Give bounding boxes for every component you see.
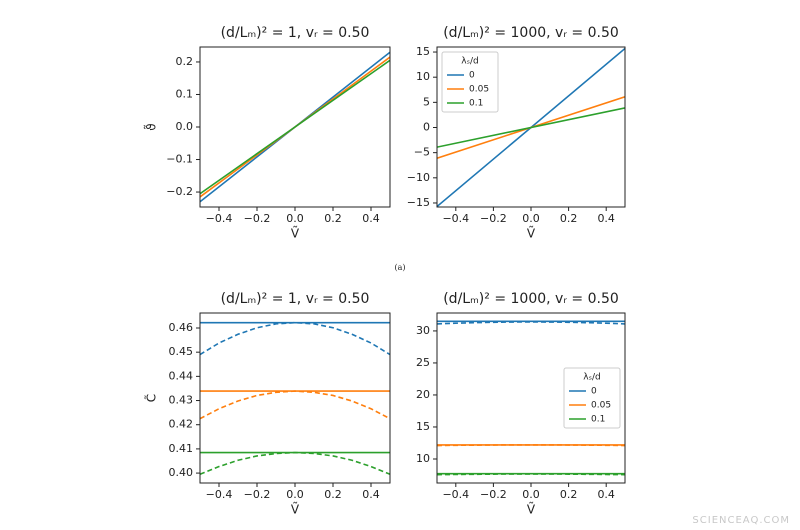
legend-box: [441, 51, 499, 113]
y-tick-label: 0.1: [176, 87, 194, 100]
subplot: (d/Lₘ)² = 1000, vᵣ = 0.50 −0.4 −0.2 0.0 0.2 0…: [407, 25, 626, 241]
subplot-title: (d/Lₘ)² = 1, vᵣ = 0.50: [221, 25, 370, 41]
x-tick-label: 0.0: [522, 212, 540, 225]
x-axis-label: Ṽ: [527, 502, 536, 517]
y-tick-label: 0.40: [169, 466, 194, 479]
x-tick-label: −0.4: [442, 212, 469, 225]
y-tick-label: 5: [423, 95, 430, 108]
x-tick-label: −0.4: [206, 212, 233, 225]
axes-frame: [436, 312, 626, 484]
x-axis-label: Ṽ: [291, 226, 300, 241]
y-tick-label: 0.42: [169, 418, 194, 431]
y-tick-label: 0.44: [169, 369, 194, 382]
x-tick-label: −0.2: [480, 488, 507, 501]
legend-label: 0.1: [469, 99, 483, 109]
y-tick-label: 0.45: [169, 345, 194, 358]
x-tick-label: 0.2: [560, 212, 578, 225]
x-tick-label: −0.2: [244, 212, 271, 225]
series-line: [437, 107, 625, 148]
y-tick-label: 0.46: [169, 321, 194, 334]
x-tick-label: 0.4: [362, 212, 380, 225]
x-tick-label: −0.2: [244, 488, 271, 501]
y-tick-label: 10: [416, 70, 430, 83]
y-tick-label: 0.0: [176, 120, 194, 133]
series-line: [200, 321, 390, 356]
x-tick-label: 0.2: [324, 212, 342, 225]
legend-title: λₛ/d: [461, 57, 478, 67]
y-axis-label: C̃: [144, 394, 158, 402]
axes-frame: [436, 46, 626, 208]
legend-box: [563, 367, 621, 429]
y-tick-label: 15: [416, 420, 430, 433]
y-tick-label: 0.2: [176, 55, 194, 68]
y-tick-label: −5: [414, 146, 430, 159]
legend-label: 0: [591, 387, 597, 397]
subplot: (d/Lₘ)² = 1, vᵣ = 0.50−0.4 −0.2 0.0 0.2 0.40…: [144, 291, 391, 517]
legend-label: 0.05: [469, 85, 489, 95]
y-tick-label: 0.43: [169, 394, 194, 407]
series-line: [200, 59, 390, 195]
legend-label: 0.1: [591, 415, 605, 425]
x-tick-label: 0.4: [362, 488, 380, 501]
y-tick-label: 30: [416, 324, 430, 337]
y-tick-label: −0.2: [166, 185, 193, 198]
x-tick-label: −0.2: [480, 212, 507, 225]
x-tick-label: 0.4: [597, 488, 615, 501]
subplot-title: (d/Lₘ)² = 1, vᵣ = 0.50: [221, 291, 370, 307]
x-tick-label: −0.4: [442, 488, 469, 501]
series-line: [437, 473, 625, 476]
legend-title: λₛ/d: [583, 373, 600, 383]
x-tick-label: 0.2: [324, 488, 342, 501]
y-tick-label: −0.1: [166, 153, 193, 166]
subplot: (d/Lₘ)² = 1000, vᵣ = 0.50 −0.4 −0.2 0.0 0.2 0…: [416, 291, 626, 517]
y-tick-label: 0: [423, 121, 430, 134]
x-tick-label: 0.0: [522, 488, 540, 501]
y-tick-label: 10: [416, 452, 430, 465]
x-tick-label: 0.2: [560, 488, 578, 501]
subplot: (d/Lₘ)² = 1, vᵣ = 0.50 −0.4 −0.2 0.0 0.2 0.4 −…: [143, 25, 391, 241]
y-tick-label: 15: [416, 45, 430, 58]
series-line: [200, 451, 390, 476]
x-axis-label: Ṽ: [527, 226, 536, 241]
series-line: [200, 390, 390, 420]
subplot-title: (d/Lₘ)² = 1000, vᵣ = 0.50: [443, 291, 619, 307]
x-tick-label: −0.4: [206, 488, 233, 501]
subplot-title: (d/Lₘ)² = 1000, vᵣ = 0.50: [443, 25, 619, 41]
x-tick-label: 0.0: [286, 488, 304, 501]
watermark: SCIENCEAQ.COM: [692, 515, 790, 526]
x-tick-label: 0.0: [286, 212, 304, 225]
series-line: [437, 321, 625, 325]
caption: (a): [394, 263, 405, 272]
y-tick-label: −10: [407, 171, 430, 184]
x-tick-label: 0.4: [597, 212, 615, 225]
x-axis-label: Ṽ: [291, 502, 300, 517]
axes-frame: [199, 46, 391, 208]
y-tick-label: −15: [407, 196, 430, 209]
series-line: [437, 444, 625, 447]
axes-frame: [199, 312, 391, 484]
legend-label: 0: [469, 71, 475, 81]
y-tick-label: 20: [416, 388, 430, 401]
y-tick-label: 25: [416, 356, 430, 369]
legend-label: 0.05: [591, 401, 611, 411]
y-axis-label: ϑ̃: [143, 123, 158, 130]
y-tick-label: 0.41: [169, 442, 194, 455]
